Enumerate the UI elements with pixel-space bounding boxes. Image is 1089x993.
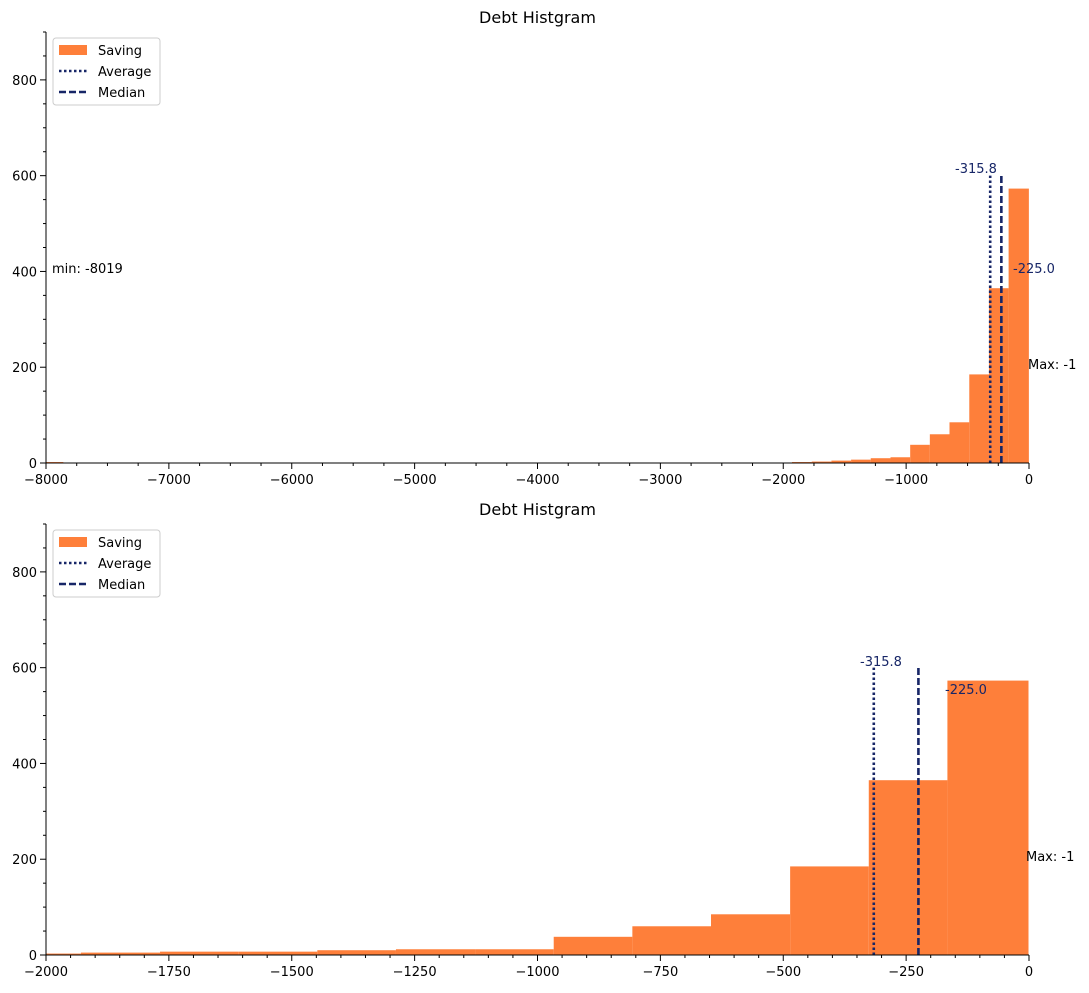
histogram-bar: [317, 950, 396, 955]
x-tick-label: −8000: [24, 473, 68, 488]
x-tick-label: −4000: [516, 473, 560, 488]
y-tick-label: 0: [29, 457, 37, 472]
y-tick-label: 600: [12, 170, 37, 185]
histogram-bar: [632, 926, 711, 955]
average-annotation: -315.8: [955, 162, 997, 177]
histogram-bar: [554, 937, 633, 955]
min-annotation: min: -8019: [52, 262, 123, 277]
legend-swatch-saving: [59, 45, 87, 55]
x-tick-label: −3000: [638, 473, 682, 488]
x-tick-label: −250: [888, 965, 924, 980]
x-tick-label: 0: [1025, 965, 1033, 980]
x-tick-label: −1000: [516, 965, 560, 980]
histogram-bar: [851, 460, 871, 463]
histogram-bar: [475, 949, 554, 955]
histogram-bar: [989, 288, 1009, 463]
max-annotation: Max: -1: [1026, 850, 1074, 865]
x-tick-label: −2000: [24, 965, 68, 980]
y-tick-label: 400: [12, 757, 37, 772]
legend-label-median: Median: [98, 578, 145, 593]
y-tick-label: 0: [29, 949, 37, 964]
x-tick-label: −1750: [147, 965, 191, 980]
y-tick-label: 600: [12, 662, 37, 677]
histogram-bar: [947, 681, 1028, 955]
histogram-bar: [396, 949, 475, 955]
legend-label-average: Average: [98, 557, 151, 572]
average-annotation: -315.8: [860, 655, 902, 670]
histogram-bar: [949, 422, 969, 463]
y-tick-label: 400: [12, 265, 37, 280]
median-annotation: -225.0: [945, 683, 987, 698]
x-tick-label: −2000: [761, 473, 805, 488]
chart-title: Debt Histgram: [479, 500, 596, 519]
x-tick-label: −5000: [393, 473, 437, 488]
histogram-bar: [711, 914, 790, 955]
legend-label-saving: Saving: [98, 44, 142, 59]
histogram-bar: [869, 780, 948, 955]
x-tick-label: −750: [643, 965, 679, 980]
legend-label-saving: Saving: [98, 536, 142, 551]
histogram-bar: [969, 374, 989, 463]
y-tick-label: 800: [12, 566, 37, 581]
y-tick-label: 200: [12, 361, 37, 376]
max-annotation: Max: -1: [1028, 358, 1076, 373]
y-tick-label: 200: [12, 853, 37, 868]
histogram-bar: [871, 458, 891, 463]
histogram-bar: [1009, 189, 1029, 463]
x-tick-label: −1000: [884, 473, 928, 488]
y-tick-label: 800: [12, 74, 37, 89]
histogram-bar: [930, 434, 950, 463]
x-tick-label: −1250: [393, 965, 437, 980]
chart-title: Debt Histgram: [479, 8, 596, 27]
x-tick-label: 0: [1025, 473, 1033, 488]
legend-label-average: Average: [98, 65, 151, 80]
histogram-bar: [239, 952, 318, 955]
histogram-bar: [891, 457, 911, 463]
histogram-bar: [160, 952, 239, 955]
x-tick-label: −6000: [270, 473, 314, 488]
x-tick-label: −500: [765, 965, 801, 980]
x-tick-label: −1500: [270, 965, 314, 980]
histogram-bar: [910, 445, 930, 463]
histogram-bar: [790, 866, 869, 955]
x-tick-label: −7000: [147, 473, 191, 488]
chart-legend: Saving Average Median: [53, 38, 160, 105]
legend-swatch-saving: [59, 537, 87, 547]
median-annotation: -225.0: [1013, 262, 1055, 277]
chart-legend: Saving Average Median: [53, 530, 160, 597]
legend-label-median: Median: [98, 86, 145, 101]
